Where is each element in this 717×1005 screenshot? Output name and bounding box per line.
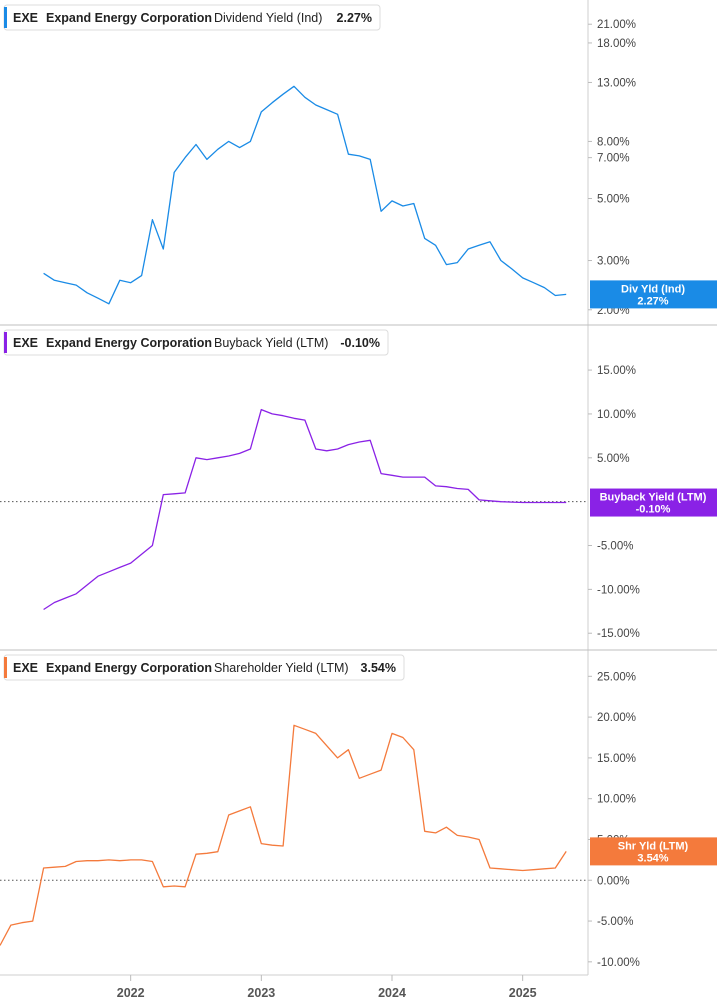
series-line bbox=[0, 724, 567, 946]
metric-label: Shareholder Yield (LTM) bbox=[214, 661, 349, 675]
y-tick-label: 15.00% bbox=[597, 365, 636, 377]
metric-value: 3.54% bbox=[361, 661, 396, 675]
y-tick-label: 15.00% bbox=[597, 753, 636, 765]
metric-value: -0.10% bbox=[340, 336, 380, 350]
end-label-value: 2.27% bbox=[637, 295, 668, 307]
series-color-marker bbox=[4, 332, 7, 353]
y-tick-label: 13.00% bbox=[597, 77, 636, 89]
end-value-label: Buyback Yield (LTM)-0.10% bbox=[590, 488, 717, 517]
company-label: Expand Energy Corporation bbox=[46, 11, 212, 25]
y-tick-label: 18.00% bbox=[597, 38, 636, 50]
series-line bbox=[43, 85, 567, 305]
y-tick-label: 7.00% bbox=[597, 153, 630, 165]
company-label: Expand Energy Corporation bbox=[46, 661, 212, 675]
y-tick-label: -15.00% bbox=[597, 628, 640, 640]
end-label-value: -0.10% bbox=[636, 504, 671, 516]
series-color-marker bbox=[4, 7, 7, 28]
y-tick-label: 25.00% bbox=[597, 671, 636, 683]
end-value-label: Div Yld (Ind)2.27% bbox=[590, 280, 717, 309]
x-tick-label: 2022 bbox=[117, 986, 145, 1000]
company-label: Expand Energy Corporation bbox=[46, 336, 212, 350]
panel-1: 21.00% 18.00% 13.00% 8.00% 7.00% 5.00% 3.00% 2.… bbox=[3, 4, 717, 317]
y-tick-label: 5.00% bbox=[597, 193, 630, 205]
metric-label: Dividend Yield (Ind) bbox=[214, 11, 322, 25]
end-label-value: 3.54% bbox=[637, 852, 668, 864]
end-label-box bbox=[590, 837, 717, 866]
panel-header: EXE Expand Energy Corporation Buyback Yiel… bbox=[3, 329, 389, 356]
end-label-name: Div Yld (Ind) bbox=[621, 283, 685, 295]
series-line bbox=[43, 408, 567, 611]
metric-label: Buyback Yield (LTM) bbox=[214, 336, 328, 350]
end-value-label: Shr Yld (LTM)3.54% bbox=[590, 837, 717, 866]
y-tick-label: 0.00% bbox=[597, 875, 630, 887]
x-tick-label: 2025 bbox=[509, 986, 537, 1000]
panel-3: 25.00%20.00%15.00%10.00%5.00%0.00%-5.00%… bbox=[0, 649, 717, 969]
y-tick-label: 10.00% bbox=[597, 794, 636, 806]
end-label-box bbox=[590, 488, 717, 517]
metric-value: 2.27% bbox=[337, 11, 372, 25]
y-tick-label: -5.00% bbox=[597, 916, 633, 928]
end-label-name: Buyback Yield (LTM) bbox=[600, 492, 707, 504]
panel-2: 15.00% 10.00% 5.00% -5.00% -10.00% -15.00% EXE… bbox=[0, 324, 717, 640]
x-tick-label: 2023 bbox=[247, 986, 275, 1000]
ticker-label: EXE bbox=[13, 11, 38, 25]
y-tick-label: -5.00% bbox=[597, 541, 633, 553]
y-tick-label: -10.00% bbox=[597, 584, 640, 596]
y-tick-label: 8.00% bbox=[597, 136, 630, 148]
panel-header: EXE Expand Energy Corporation Shareholder … bbox=[3, 654, 405, 681]
y-tick-label: -10.00% bbox=[597, 957, 640, 969]
end-label-box bbox=[590, 280, 717, 309]
y-tick-label: 10.00% bbox=[597, 409, 636, 421]
y-tick-label: 21.00% bbox=[597, 19, 636, 31]
ticker-label: EXE bbox=[13, 336, 38, 350]
y-tick-label: 20.00% bbox=[597, 712, 636, 724]
end-label-name: Shr Yld (LTM) bbox=[618, 840, 689, 852]
panel-header: EXE Expand Energy Corporation Dividend Yie… bbox=[3, 4, 381, 31]
x-tick-label: 2024 bbox=[378, 986, 406, 1000]
y-tick-label: 5.00% bbox=[597, 453, 630, 465]
series-color-marker bbox=[4, 657, 7, 678]
ticker-label: EXE bbox=[13, 661, 38, 675]
y-tick-label: 3.00% bbox=[597, 256, 630, 268]
